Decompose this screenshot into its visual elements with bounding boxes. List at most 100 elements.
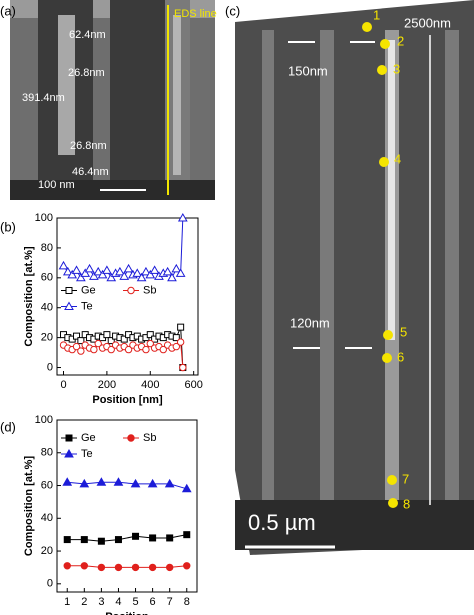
annotation: 62.4nm bbox=[69, 29, 106, 41]
panel-label: (d) bbox=[0, 419, 16, 434]
marker bbox=[183, 531, 191, 539]
marker bbox=[146, 339, 154, 348]
scale-bar-label: 100 nm bbox=[38, 179, 75, 191]
x-tick-label: 600 bbox=[184, 379, 202, 391]
marker bbox=[172, 342, 181, 351]
y-tick-label: 100 bbox=[35, 212, 53, 224]
marker bbox=[165, 563, 174, 572]
legend-marker bbox=[64, 448, 74, 458]
scale-bar-label: 0.5 µm bbox=[248, 510, 316, 535]
marker bbox=[77, 347, 85, 355]
marker bbox=[58, 260, 69, 270]
y-axis-label: Composition [at.%] bbox=[23, 246, 35, 347]
panel-label: (b) bbox=[0, 219, 16, 234]
y-tick-label: 0 bbox=[47, 361, 53, 373]
marker bbox=[147, 478, 158, 488]
legend-label: Ge bbox=[81, 432, 96, 444]
annotation: 2500nm bbox=[404, 15, 451, 30]
plot-frame bbox=[56, 217, 199, 376]
marker bbox=[77, 337, 85, 345]
marker bbox=[141, 266, 151, 276]
annotation: 120nm bbox=[290, 315, 330, 330]
point-label: 2 bbox=[397, 33, 404, 48]
annotation: 26.8nm bbox=[70, 140, 107, 152]
legend-marker bbox=[127, 286, 135, 295]
marker bbox=[123, 263, 134, 273]
x-tick-label: 7 bbox=[167, 596, 173, 608]
marker bbox=[97, 537, 105, 545]
marker bbox=[162, 266, 173, 276]
marker bbox=[166, 534, 174, 542]
point-label: 5 bbox=[400, 324, 407, 339]
x-tick-label: 0 bbox=[60, 379, 66, 391]
y-tick-label: 40 bbox=[41, 512, 53, 524]
legend-label: Te bbox=[81, 300, 93, 312]
point-label: 3 bbox=[393, 61, 400, 76]
marker bbox=[89, 271, 99, 280]
marker bbox=[183, 562, 191, 570]
legend-marker bbox=[64, 301, 74, 310]
annotation: 46.4nm bbox=[72, 166, 109, 178]
marker bbox=[171, 263, 182, 273]
marker bbox=[130, 478, 141, 488]
legend-label: Sb bbox=[143, 284, 156, 296]
x-axis-label: Position bbox=[105, 611, 149, 615]
marker bbox=[164, 478, 175, 488]
y-tick-label: 80 bbox=[41, 447, 53, 459]
marker bbox=[67, 269, 78, 279]
marker bbox=[80, 268, 91, 277]
legend-label: Te bbox=[81, 448, 93, 460]
marker bbox=[90, 345, 98, 354]
marker bbox=[177, 212, 188, 222]
marker bbox=[132, 268, 143, 277]
x-tick-label: 200 bbox=[98, 379, 116, 391]
marker bbox=[114, 563, 123, 572]
marker bbox=[148, 563, 157, 572]
x-tick-label: 2 bbox=[81, 596, 87, 608]
marker bbox=[93, 266, 104, 276]
marker bbox=[120, 335, 128, 343]
marker bbox=[115, 266, 125, 276]
marker bbox=[102, 265, 112, 274]
marker bbox=[132, 532, 140, 540]
legend-marker bbox=[127, 434, 135, 442]
annotation: 150nm bbox=[288, 63, 328, 78]
marker bbox=[72, 342, 81, 351]
marker bbox=[107, 337, 115, 345]
annotation: 391.4nm bbox=[22, 92, 65, 104]
x-tick-label: 1 bbox=[64, 596, 70, 608]
marker bbox=[80, 562, 89, 570]
y-tick-label: 60 bbox=[41, 272, 53, 284]
marker bbox=[71, 265, 82, 274]
y-tick-label: 0 bbox=[47, 578, 53, 590]
marker bbox=[167, 272, 177, 282]
marker bbox=[97, 563, 106, 572]
legend-marker bbox=[65, 434, 73, 442]
micrograph-a bbox=[10, 0, 215, 200]
marker bbox=[145, 269, 156, 279]
marker bbox=[63, 562, 71, 570]
marker bbox=[96, 477, 107, 486]
panel-label: (a) bbox=[0, 3, 16, 18]
marker bbox=[149, 265, 160, 274]
marker bbox=[136, 272, 147, 282]
marker bbox=[84, 263, 95, 273]
marker bbox=[79, 478, 90, 488]
marker bbox=[94, 339, 102, 348]
marker bbox=[181, 483, 192, 493]
marker bbox=[131, 563, 140, 572]
marker bbox=[62, 266, 73, 276]
y-tick-label: 60 bbox=[41, 479, 53, 491]
marker bbox=[114, 536, 122, 544]
marker bbox=[159, 345, 167, 354]
legend-label: Sb bbox=[143, 432, 156, 444]
y-axis-label: Composition [at.%] bbox=[23, 456, 35, 557]
marker bbox=[177, 323, 185, 331]
marker bbox=[142, 345, 150, 354]
marker bbox=[106, 272, 117, 282]
marker bbox=[103, 331, 111, 339]
marker bbox=[107, 345, 115, 354]
x-tick-label: 6 bbox=[150, 596, 156, 608]
marker bbox=[172, 334, 180, 342]
y-tick-label: 100 bbox=[35, 414, 53, 426]
